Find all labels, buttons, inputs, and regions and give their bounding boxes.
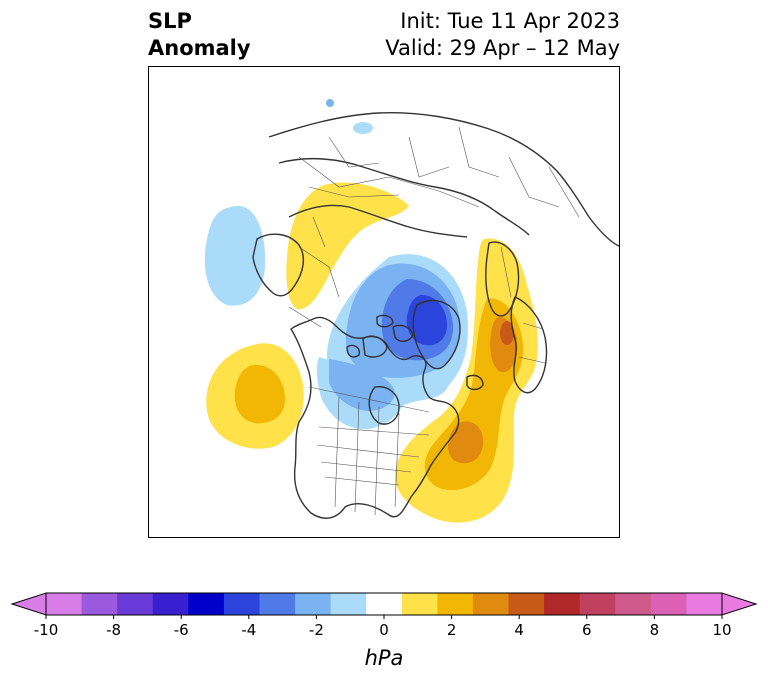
map-canvas [204, 99, 619, 523]
anomaly-canada-negative-2 [329, 359, 395, 411]
colorbar-bin [615, 593, 652, 615]
colorbar-tick-label: 2 [447, 621, 457, 639]
colorbar-tick-label: -2 [309, 621, 324, 639]
colorbar-svg: -10 -8 -6 -4 -2 0 2 4 6 8 10 hPa [10, 592, 758, 670]
siberia-coast [288, 204, 468, 238]
colorbar-extend-high [721, 592, 758, 616]
colorbar-bin [223, 593, 260, 615]
asia-coast [268, 111, 619, 247]
colorbar-tick-label: -8 [106, 621, 121, 639]
valid-date-range: Valid: 29 Apr – 12 May [385, 36, 620, 60]
anomaly-scandinavia-peak [500, 321, 514, 345]
colorbar-bin [686, 593, 723, 615]
colorbar-bin [579, 593, 616, 615]
colorbar-tick-label: -4 [241, 621, 256, 639]
colorbar-bin [46, 593, 83, 615]
init-date: Init: Tue 11 Apr 2023 [400, 9, 620, 33]
political-borders [288, 126, 580, 516]
anomaly-tiny-negative [326, 99, 334, 107]
colorbar-bin [508, 593, 545, 615]
greenland-coast [412, 300, 461, 370]
anomaly-shading [204, 99, 538, 523]
colorbar-bin [152, 593, 189, 615]
colorbar-bin [401, 593, 438, 615]
slp-anomaly-map [148, 66, 620, 538]
colorbar-tick-label: 10 [712, 621, 731, 639]
colorbar-bin [366, 593, 403, 615]
colorbar-tick-label: -10 [34, 621, 59, 639]
colorbar-bin [295, 593, 332, 615]
colorbar-bin [188, 593, 225, 615]
anomaly-siberia-small-negative [353, 122, 373, 134]
forecast-dates: Init: Tue 11 Apr 2023 Valid: 29 Apr – 12… [385, 8, 620, 62]
colorbar-tick-label: 4 [514, 621, 524, 639]
coastlines [252, 111, 619, 519]
colorbar-bin [544, 593, 581, 615]
colorbar-bin [472, 593, 510, 615]
colorbar-tick-label: 0 [379, 621, 389, 639]
scandinavia-coast [485, 241, 520, 317]
colorbar-bin [259, 593, 296, 615]
colorbar-bin [330, 593, 367, 615]
anomaly-siberia-positive [286, 182, 409, 310]
colorbar-bin [81, 593, 118, 615]
anomaly-arctic-negative-4 [406, 295, 447, 346]
colorbar-tick-label: 6 [582, 621, 592, 639]
iceland-coast [466, 374, 484, 391]
colorbar-bin [437, 593, 474, 615]
title-line-2: Anomaly [148, 36, 251, 60]
colorbar-tick-label: 8 [650, 621, 660, 639]
anomaly-pacific-positive-2 [234, 364, 285, 424]
arctic-islands [346, 314, 414, 358]
map-title: SLP Anomaly [148, 8, 251, 62]
europe-coast [510, 296, 548, 394]
asia-coast-2 [278, 157, 530, 236]
colorbar-extend-low [10, 592, 47, 616]
colorbar: -10 -8 -6 -4 -2 0 2 4 6 8 10 hPa [0, 586, 768, 684]
alaska-coast [252, 233, 305, 297]
colorbar-tick-label: -6 [174, 621, 189, 639]
anomaly-atlantic-positive-4 [447, 421, 484, 464]
hudson-bay [368, 386, 400, 425]
title-line-1: SLP [148, 9, 192, 33]
colorbar-bin [117, 593, 154, 615]
anomaly-pacific-negative [204, 205, 266, 306]
colorbar-unit-label: hPa [365, 646, 404, 670]
colorbar-bin [650, 593, 687, 615]
